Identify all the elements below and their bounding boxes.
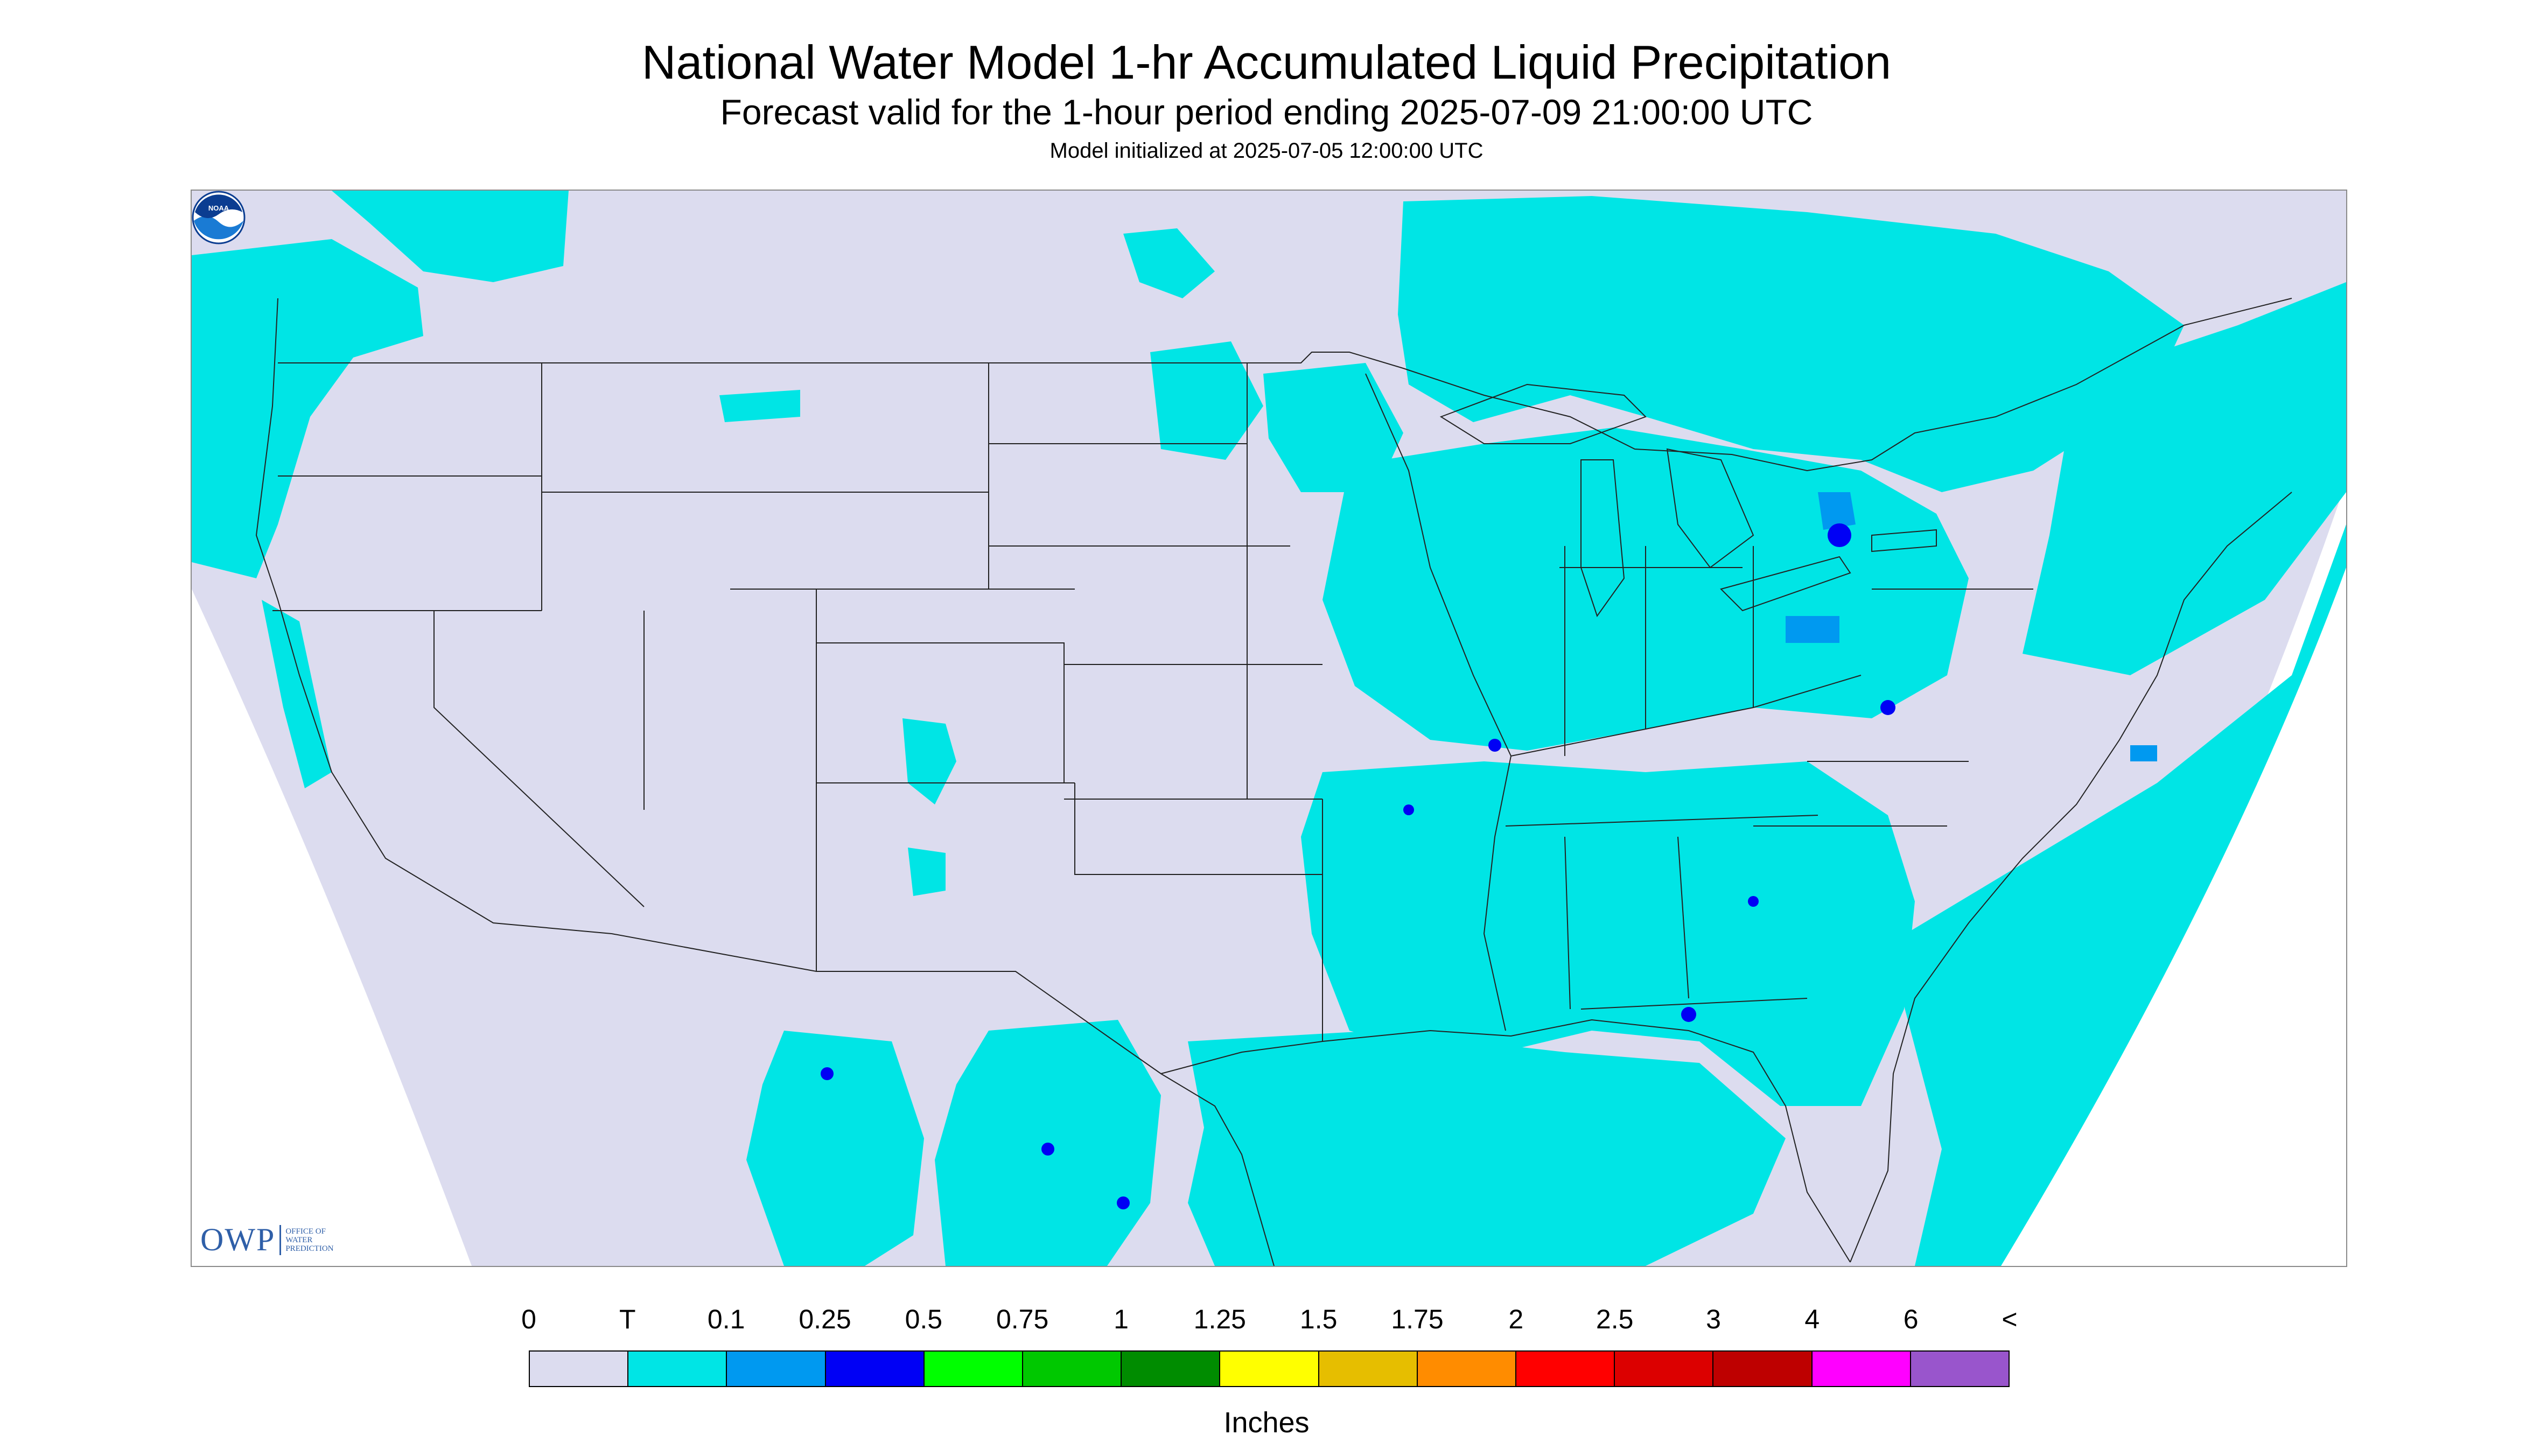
precip-spot-illinois bbox=[1488, 739, 1501, 752]
legend-tick-label: 1.5 bbox=[1299, 1304, 1338, 1334]
legend-tick-label: 0 bbox=[521, 1304, 536, 1334]
legend-swatch bbox=[1417, 1352, 1517, 1386]
coastline-atlantic bbox=[1850, 492, 2292, 1263]
border-tn-ky bbox=[1505, 815, 1818, 827]
legend-swatch bbox=[924, 1352, 1024, 1386]
legend-swatch bbox=[1122, 1352, 1221, 1386]
legend-tick-label: T bbox=[619, 1304, 636, 1334]
precip-area-mexico-west bbox=[746, 1031, 924, 1266]
lake-ontario bbox=[1871, 529, 1937, 552]
border-fl-ga bbox=[1580, 998, 1808, 1010]
river-mississippi bbox=[1365, 373, 1512, 1031]
precip-spot-mexico-2 bbox=[1041, 1143, 1054, 1156]
precip-spot-lake-huron bbox=[1828, 523, 1851, 547]
legend-colorbar bbox=[529, 1350, 2010, 1387]
coastline-gulf bbox=[1160, 1019, 1851, 1263]
legend-swatch bbox=[1911, 1352, 2009, 1386]
lake-huron bbox=[1666, 448, 1754, 569]
noaa-logo-text: NOAA bbox=[208, 204, 229, 212]
legend-swatch bbox=[1615, 1352, 1714, 1386]
precip-area-nd bbox=[1263, 363, 1403, 492]
owp-logo-words: OFFICE OF WATER PREDICTION bbox=[285, 1227, 334, 1253]
legend-tick-label: 1.75 bbox=[1391, 1304, 1444, 1334]
legend-swatch bbox=[1220, 1352, 1319, 1386]
precip-area-newengland bbox=[2023, 282, 2346, 675]
precip-area-gulf bbox=[1188, 1031, 1786, 1266]
precip-spot-georgia bbox=[1748, 896, 1759, 907]
noaa-logo-icon: NOAA bbox=[192, 191, 246, 244]
owp-logo-letters: OWP bbox=[200, 1222, 276, 1257]
legend-swatch bbox=[1713, 1352, 1813, 1386]
legend-tick-label: 2.5 bbox=[1596, 1304, 1634, 1334]
owp-logo-divider bbox=[279, 1224, 282, 1255]
precip-spot-arkansas bbox=[1403, 804, 1414, 815]
precip-area-pnw bbox=[192, 239, 423, 578]
legend-tick-label: 0.1 bbox=[707, 1304, 745, 1334]
legend-tick-label: < bbox=[2002, 1304, 2018, 1334]
legend-tick-label: 4 bbox=[1804, 1304, 1820, 1334]
precip-spot-pa bbox=[1880, 700, 1895, 715]
precip-area-ca-coast bbox=[262, 600, 332, 788]
precip-spot-mexico-1 bbox=[821, 1067, 834, 1080]
border-ca-nv bbox=[433, 611, 645, 907]
legend-swatch bbox=[1812, 1352, 1911, 1386]
precip-area-montana bbox=[719, 390, 800, 422]
legend-swatch bbox=[1516, 1352, 1615, 1386]
precip-trace-areas bbox=[192, 191, 2346, 1266]
border-ohio-river bbox=[1510, 675, 1862, 757]
legend-swatch bbox=[628, 1352, 727, 1386]
precip-light-blue-spots bbox=[1786, 492, 2157, 761]
border-co-ks bbox=[816, 642, 1065, 783]
legend-tick-label: 6 bbox=[1903, 1304, 1919, 1334]
legend-tick-label: 0.75 bbox=[996, 1304, 1049, 1334]
owp-logo: OWP OFFICE OF WATER PREDICTION bbox=[200, 1221, 334, 1258]
legend-swatch bbox=[727, 1352, 826, 1386]
precip-spot-mexico-3 bbox=[1117, 1196, 1130, 1209]
lake-erie bbox=[1720, 556, 1851, 612]
coastline-pacific bbox=[255, 298, 612, 934]
legend-swatch bbox=[1319, 1352, 1418, 1386]
precip-area-nm bbox=[908, 848, 946, 896]
legend-swatch bbox=[825, 1352, 925, 1386]
legend-swatch bbox=[530, 1352, 629, 1386]
precip-area-sask bbox=[1123, 228, 1215, 298]
precip-area-bc-north bbox=[332, 191, 569, 282]
map-canvas bbox=[192, 191, 2346, 1266]
border-al-ga bbox=[1677, 836, 1689, 999]
precip-dark-blue-spots bbox=[821, 523, 1895, 1209]
map-subtitle: Forecast valid for the 1-hour period end… bbox=[720, 92, 1813, 132]
precip-spot-fl-panhandle bbox=[1681, 1007, 1696, 1022]
lake-michigan bbox=[1580, 459, 1625, 618]
legend-tick-label: 1.25 bbox=[1193, 1304, 1246, 1334]
legend-tick-label: 1 bbox=[1114, 1304, 1129, 1334]
legend-tick-label: 2 bbox=[1508, 1304, 1524, 1334]
border-ms-al bbox=[1564, 836, 1571, 1010]
model-init-time: Model initialized at 2025-07-05 12:00:00… bbox=[1049, 139, 1484, 163]
precip-spot-ontario bbox=[1818, 492, 1856, 530]
legend-tick-label: 0.5 bbox=[905, 1304, 943, 1334]
legend-swatch bbox=[1023, 1352, 1122, 1386]
map-title: National Water Model 1-hr Accumulated Li… bbox=[641, 36, 1892, 89]
legend-tick-label: 3 bbox=[1706, 1304, 1721, 1334]
precip-area-manitoba bbox=[1150, 341, 1263, 460]
border-ok-tx bbox=[1074, 783, 1323, 875]
precip-spot-atlantic bbox=[2130, 745, 2157, 761]
precip-spot-ohio bbox=[1786, 616, 1839, 643]
lake-superior bbox=[1439, 383, 1647, 444]
legend-tick-label: 0.25 bbox=[799, 1304, 851, 1334]
precip-area-atlantic bbox=[1888, 524, 2346, 1266]
state-boundaries bbox=[255, 298, 2292, 1266]
border-mx bbox=[611, 933, 1275, 1266]
precip-area-southeast bbox=[1301, 761, 1915, 1106]
precipitation-map: OWP OFFICE OF WATER PREDICTION NOAA bbox=[191, 190, 2347, 1267]
legend-units-label: Inches bbox=[1223, 1406, 1310, 1439]
